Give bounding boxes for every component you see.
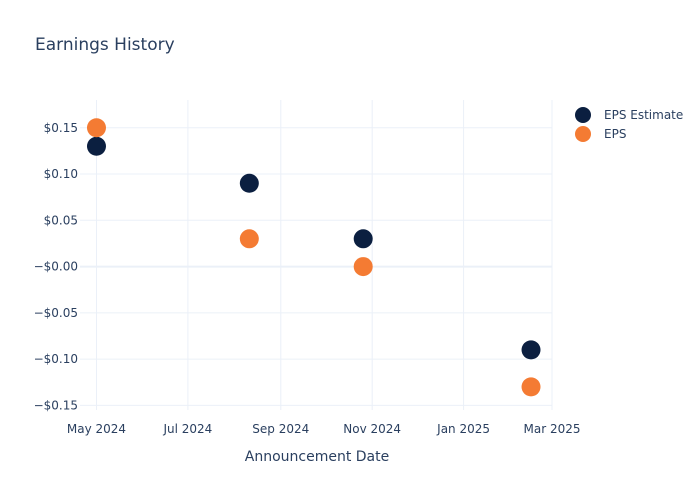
y-axis-ticks: $0.15 $0.10 $0.05 −$0.00 −$0.05 −$0.10 −$0.15 — [34, 121, 78, 413]
x-tick-label: Sep 2024 — [252, 422, 309, 436]
eps-estimate-point[interactable] — [353, 229, 373, 249]
y-tick-label: −$0.05 — [34, 306, 78, 320]
data-points — [86, 118, 541, 397]
y-tick-label: $0.05 — [44, 213, 78, 227]
y-tick-label: −$0.00 — [34, 260, 78, 274]
legend-eps-label[interactable]: EPS — [604, 127, 626, 141]
x-axis-ticks: May 2024 Jul 2024 Sep 2024 Nov 2024 Jan 2025… — [67, 422, 581, 436]
y-tick-label: −$0.10 — [34, 352, 78, 366]
chart-title: Earnings History — [35, 35, 175, 55]
x-tick-label: Jan 2025 — [436, 422, 490, 436]
legend-eps-estimate-marker — [575, 107, 591, 123]
x-axis-title: Announcement Date — [245, 449, 389, 465]
y-tick-label: $0.10 — [44, 167, 78, 181]
x-tick-label: Jul 2024 — [162, 422, 212, 436]
x-tick-label: Nov 2024 — [343, 422, 401, 436]
x-tick-label: May 2024 — [67, 422, 126, 436]
eps-point[interactable] — [239, 229, 259, 249]
grid — [80, 100, 553, 410]
eps-point[interactable] — [86, 118, 106, 138]
x-tick-label: Mar 2025 — [524, 422, 581, 436]
eps-estimate-point[interactable] — [86, 136, 106, 156]
eps-estimate-point[interactable] — [521, 340, 541, 360]
legend[interactable]: EPS Estimate EPS — [575, 107, 683, 142]
legend-eps-estimate-label[interactable]: EPS Estimate — [604, 108, 683, 122]
y-tick-label: −$0.15 — [34, 398, 78, 412]
y-tick-label: $0.15 — [44, 121, 78, 135]
eps-point[interactable] — [353, 257, 373, 277]
eps-point[interactable] — [521, 377, 541, 397]
eps-estimate-point[interactable] — [239, 173, 259, 193]
legend-eps-marker — [575, 126, 591, 142]
